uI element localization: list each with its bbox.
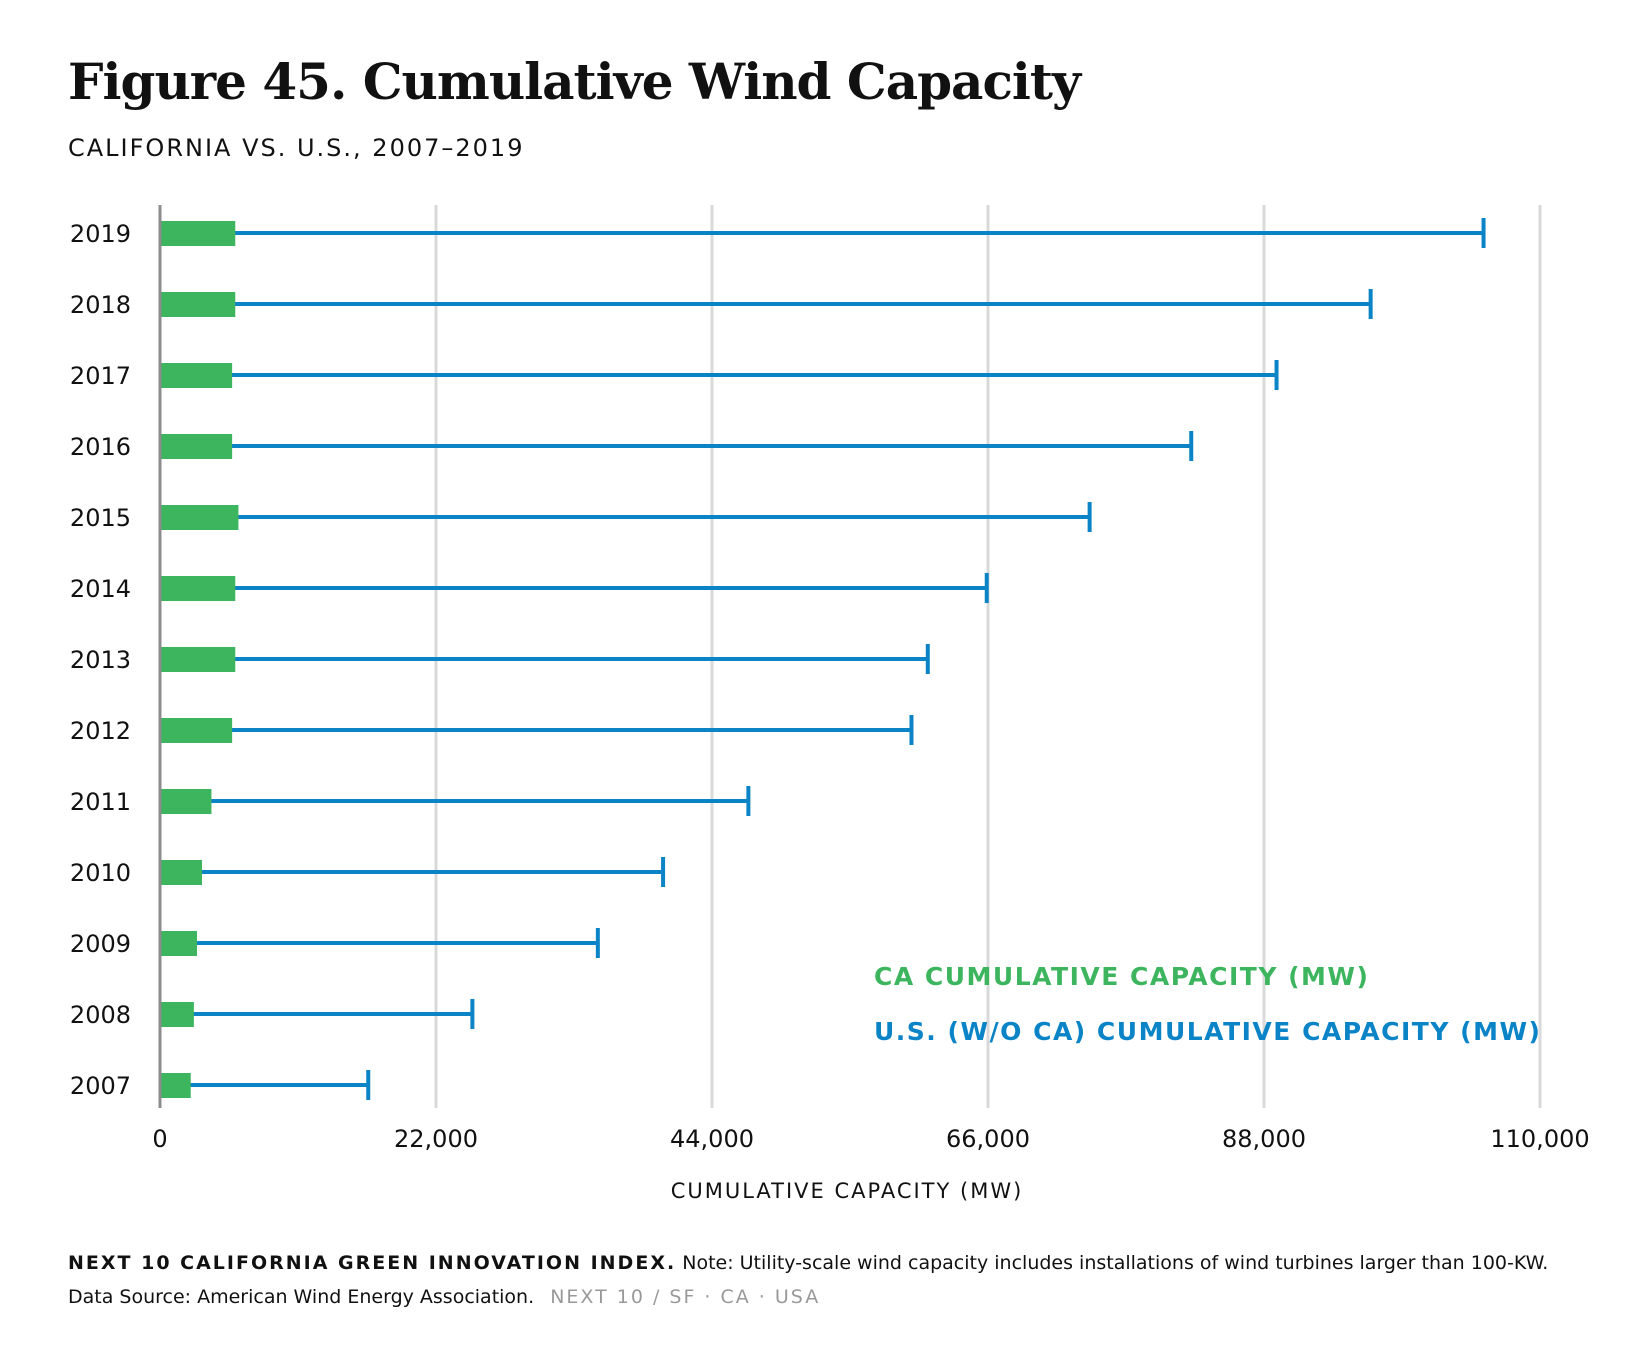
y-tick-label: 2018 (70, 291, 131, 319)
gridlines (434, 205, 1542, 1108)
x-tick-label: 66,000 (946, 1125, 1030, 1153)
x-axis-label: CUMULATIVE CAPACITY (MW) (671, 1179, 1024, 1203)
x-tick-label: 110,000 (1490, 1125, 1589, 1153)
ca-capacity-bar (160, 363, 233, 388)
ca-capacity-bar (160, 505, 239, 530)
x-tick-label: 0 (152, 1125, 167, 1153)
chart-subtitle: CALIFORNIA VS. U.S., 2007–2019 (68, 134, 525, 162)
ca-capacity-bar (160, 860, 203, 885)
footer-tag: NEXT 10 / SF · CA · USA (550, 1286, 821, 1308)
y-tick-label: 2008 (70, 1001, 131, 1029)
y-tick-label: 2017 (70, 362, 131, 390)
y-tick-label: 2012 (70, 717, 131, 745)
y-tick-label: 2007 (70, 1072, 131, 1100)
bars (158, 205, 1486, 1108)
legend-us: U.S. (W/O CA) CUMULATIVE CAPACITY (MW) (874, 1017, 1541, 1046)
x-tick-label: 88,000 (1222, 1125, 1306, 1153)
x-tick-label: 22,000 (394, 1125, 478, 1153)
ca-capacity-bar (160, 434, 233, 459)
footer-note: Note: Utility-scale wind capacity includ… (682, 1252, 1549, 1274)
y-tick-label: 2014 (70, 575, 131, 603)
y-tick-label: 2015 (70, 504, 131, 532)
y-tick-labels: 2019 2018 2017 2016 2015 2014 2013 2012 2011 2010… (70, 220, 131, 1100)
chart-title: Figure 45. Cumulative Wind Capacity (68, 52, 1081, 111)
ca-capacity-bar (160, 647, 236, 672)
y-tick-label: 2011 (70, 788, 131, 816)
ca-capacity-bar (160, 718, 233, 743)
legend-ca: CA CUMULATIVE CAPACITY (MW) (874, 962, 1369, 991)
ca-capacity-bar (160, 931, 198, 956)
ca-capacity-bar (160, 292, 236, 317)
x-tick-label: 44,000 (670, 1125, 754, 1153)
y-tick-label: 2009 (70, 930, 131, 958)
legend: CA CUMULATIVE CAPACITY (MW) U.S. (W/O CA)… (874, 962, 1541, 1046)
y-tick-label: 2016 (70, 433, 131, 461)
ca-capacity-bar (160, 221, 236, 246)
ca-capacity-bar (160, 1073, 191, 1098)
y-tick-label: 2019 (70, 220, 131, 248)
wind-capacity-chart: 2019 2018 2017 2016 2015 2014 2013 2012 2011 2010… (70, 205, 1590, 1203)
footer: NEXT 10 CALIFORNIA GREEN INNOVATION INDE… (68, 1246, 1628, 1314)
ca-capacity-bar (160, 1002, 194, 1027)
x-tick-labels: 0 22,000 44,000 66,000 88,000 110,000 (152, 1125, 1589, 1153)
footer-source: Data Source: American Wind Energy Associ… (68, 1286, 535, 1308)
ca-capacity-bar (160, 576, 236, 601)
y-tick-label: 2010 (70, 859, 131, 887)
ca-capacity-bar (160, 789, 212, 814)
footer-brand: NEXT 10 CALIFORNIA GREEN INNOVATION INDE… (68, 1252, 677, 1274)
y-tick-label: 2013 (70, 646, 131, 674)
